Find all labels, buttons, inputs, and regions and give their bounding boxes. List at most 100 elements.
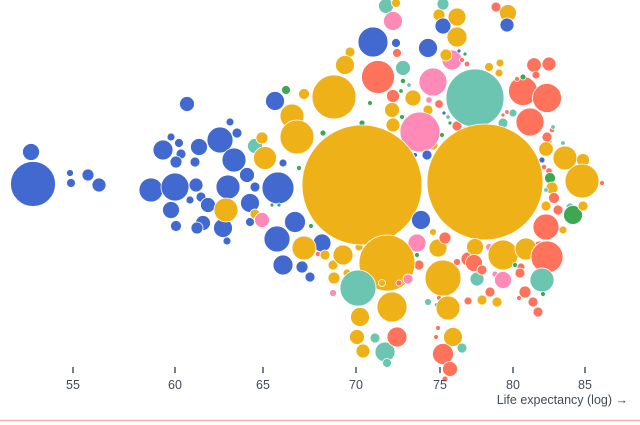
bubble	[438, 231, 452, 245]
bubble	[532, 83, 562, 113]
bubble	[276, 202, 282, 208]
bubble	[138, 177, 164, 203]
bubble	[484, 62, 494, 72]
bubble	[278, 158, 288, 168]
bubble	[526, 57, 542, 73]
bubble	[538, 141, 554, 157]
bubble	[378, 279, 386, 287]
bubble	[560, 140, 566, 146]
bubble	[384, 102, 400, 118]
bubble	[407, 233, 427, 253]
bubble	[518, 285, 532, 299]
bubble	[291, 235, 317, 261]
bubble	[495, 58, 505, 68]
bubble	[329, 289, 337, 297]
bubble	[512, 262, 518, 268]
bubble	[404, 89, 422, 107]
bubble	[311, 74, 357, 120]
bubble	[284, 211, 306, 233]
bubble	[527, 296, 539, 308]
bubble	[541, 131, 553, 143]
bubble	[319, 249, 331, 261]
bubble	[514, 76, 520, 82]
bubble	[392, 48, 402, 58]
x-axis-tick-label: 80	[506, 378, 520, 392]
bubble	[476, 264, 488, 276]
bubble	[435, 325, 441, 331]
bubble	[402, 273, 414, 285]
bubble	[424, 259, 462, 297]
bubble	[383, 11, 403, 31]
bubble	[406, 82, 412, 88]
bubble	[327, 259, 339, 271]
bubble	[421, 149, 433, 161]
bubble	[263, 225, 291, 253]
bubble	[10, 161, 56, 207]
bubble	[349, 329, 365, 345]
bubble	[504, 109, 510, 115]
bubble	[453, 258, 461, 266]
bubble	[530, 240, 564, 274]
bubble	[162, 201, 180, 219]
bubble	[558, 225, 568, 235]
bubble	[253, 146, 277, 170]
bubble	[361, 60, 395, 94]
bubble	[239, 167, 255, 183]
bubble	[166, 132, 176, 142]
bubble	[332, 244, 354, 266]
bubble	[399, 114, 405, 120]
x-axis-title: Life expectancy (log) →	[497, 393, 628, 407]
x-axis-tick-label: 65	[256, 378, 270, 392]
bubble	[190, 221, 204, 235]
bubble	[66, 178, 76, 188]
bubble	[357, 26, 389, 58]
bubble	[446, 26, 468, 48]
bubble	[494, 271, 512, 289]
bubble	[169, 155, 183, 169]
bubble	[463, 60, 471, 68]
bubble	[456, 48, 462, 54]
bubble	[350, 307, 370, 327]
bubble	[463, 296, 473, 306]
bubble	[221, 147, 247, 173]
bubble	[395, 279, 403, 287]
bubble	[308, 223, 314, 229]
bubble	[355, 343, 371, 359]
bubble	[491, 296, 503, 308]
bubble	[564, 163, 600, 199]
bubble	[269, 202, 275, 208]
bubble	[367, 100, 373, 106]
bubble	[418, 38, 438, 58]
bubble	[279, 119, 315, 155]
bubble	[66, 169, 74, 177]
bubble	[386, 89, 400, 103]
bubble	[531, 70, 541, 80]
bubble	[548, 192, 560, 204]
x-axis-tick-label: 85	[578, 378, 592, 392]
bubble	[170, 220, 182, 232]
bubble	[529, 267, 555, 293]
bubble	[439, 48, 453, 62]
bubble	[261, 171, 295, 205]
bubble	[543, 187, 549, 193]
bubble	[414, 252, 420, 258]
bubble	[385, 117, 401, 133]
bubble	[399, 111, 441, 153]
bubble	[190, 138, 208, 156]
bubble	[231, 127, 243, 139]
bubble	[540, 200, 552, 212]
bubble	[179, 96, 195, 112]
bubble	[439, 132, 445, 138]
bubble	[272, 254, 294, 276]
bubble	[508, 108, 518, 118]
bubble	[426, 123, 544, 241]
bubble	[265, 91, 285, 111]
bubble	[577, 200, 589, 212]
bubbles-layer	[10, 0, 605, 383]
bubble	[425, 96, 433, 104]
bubble	[91, 177, 107, 193]
bubble	[296, 165, 302, 171]
bubble	[442, 361, 458, 377]
x-axis-tick-label: 75	[433, 378, 447, 392]
